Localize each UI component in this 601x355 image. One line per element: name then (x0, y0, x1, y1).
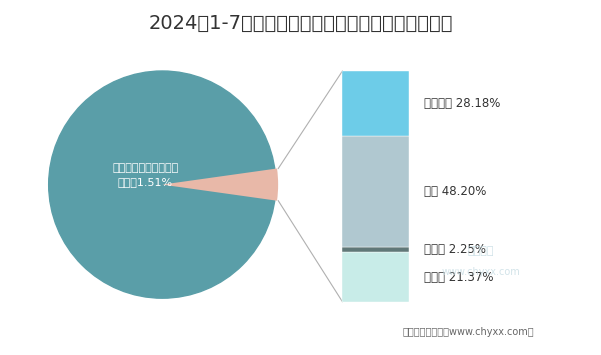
Bar (343, 247, 409, 252)
Bar (343, 71, 409, 136)
Circle shape (49, 71, 276, 298)
Bar (343, 252, 409, 302)
Text: 寿险 48.20%: 寿险 48.20% (424, 185, 486, 198)
Text: 云南省保险保费占全国
比重为1.51%: 云南省保险保费占全国 比重为1.51% (112, 164, 178, 187)
Text: 制图：智研咨询（www.chyxx.com）: 制图：智研咨询（www.chyxx.com） (403, 327, 535, 337)
Bar (343, 136, 409, 247)
Text: 意外险 2.25%: 意外险 2.25% (424, 243, 486, 256)
Text: 智研咨询: 智研咨询 (468, 246, 494, 256)
Text: 财产保险 28.18%: 财产保险 28.18% (424, 97, 500, 110)
Text: 健康险 21.37%: 健康险 21.37% (424, 271, 493, 284)
Text: www.chyxx.com: www.chyxx.com (441, 267, 520, 277)
Wedge shape (162, 169, 278, 201)
Text: 2024年1-7月云南省原保险保费收入类别对比统计图: 2024年1-7月云南省原保险保费收入类别对比统计图 (148, 14, 453, 33)
